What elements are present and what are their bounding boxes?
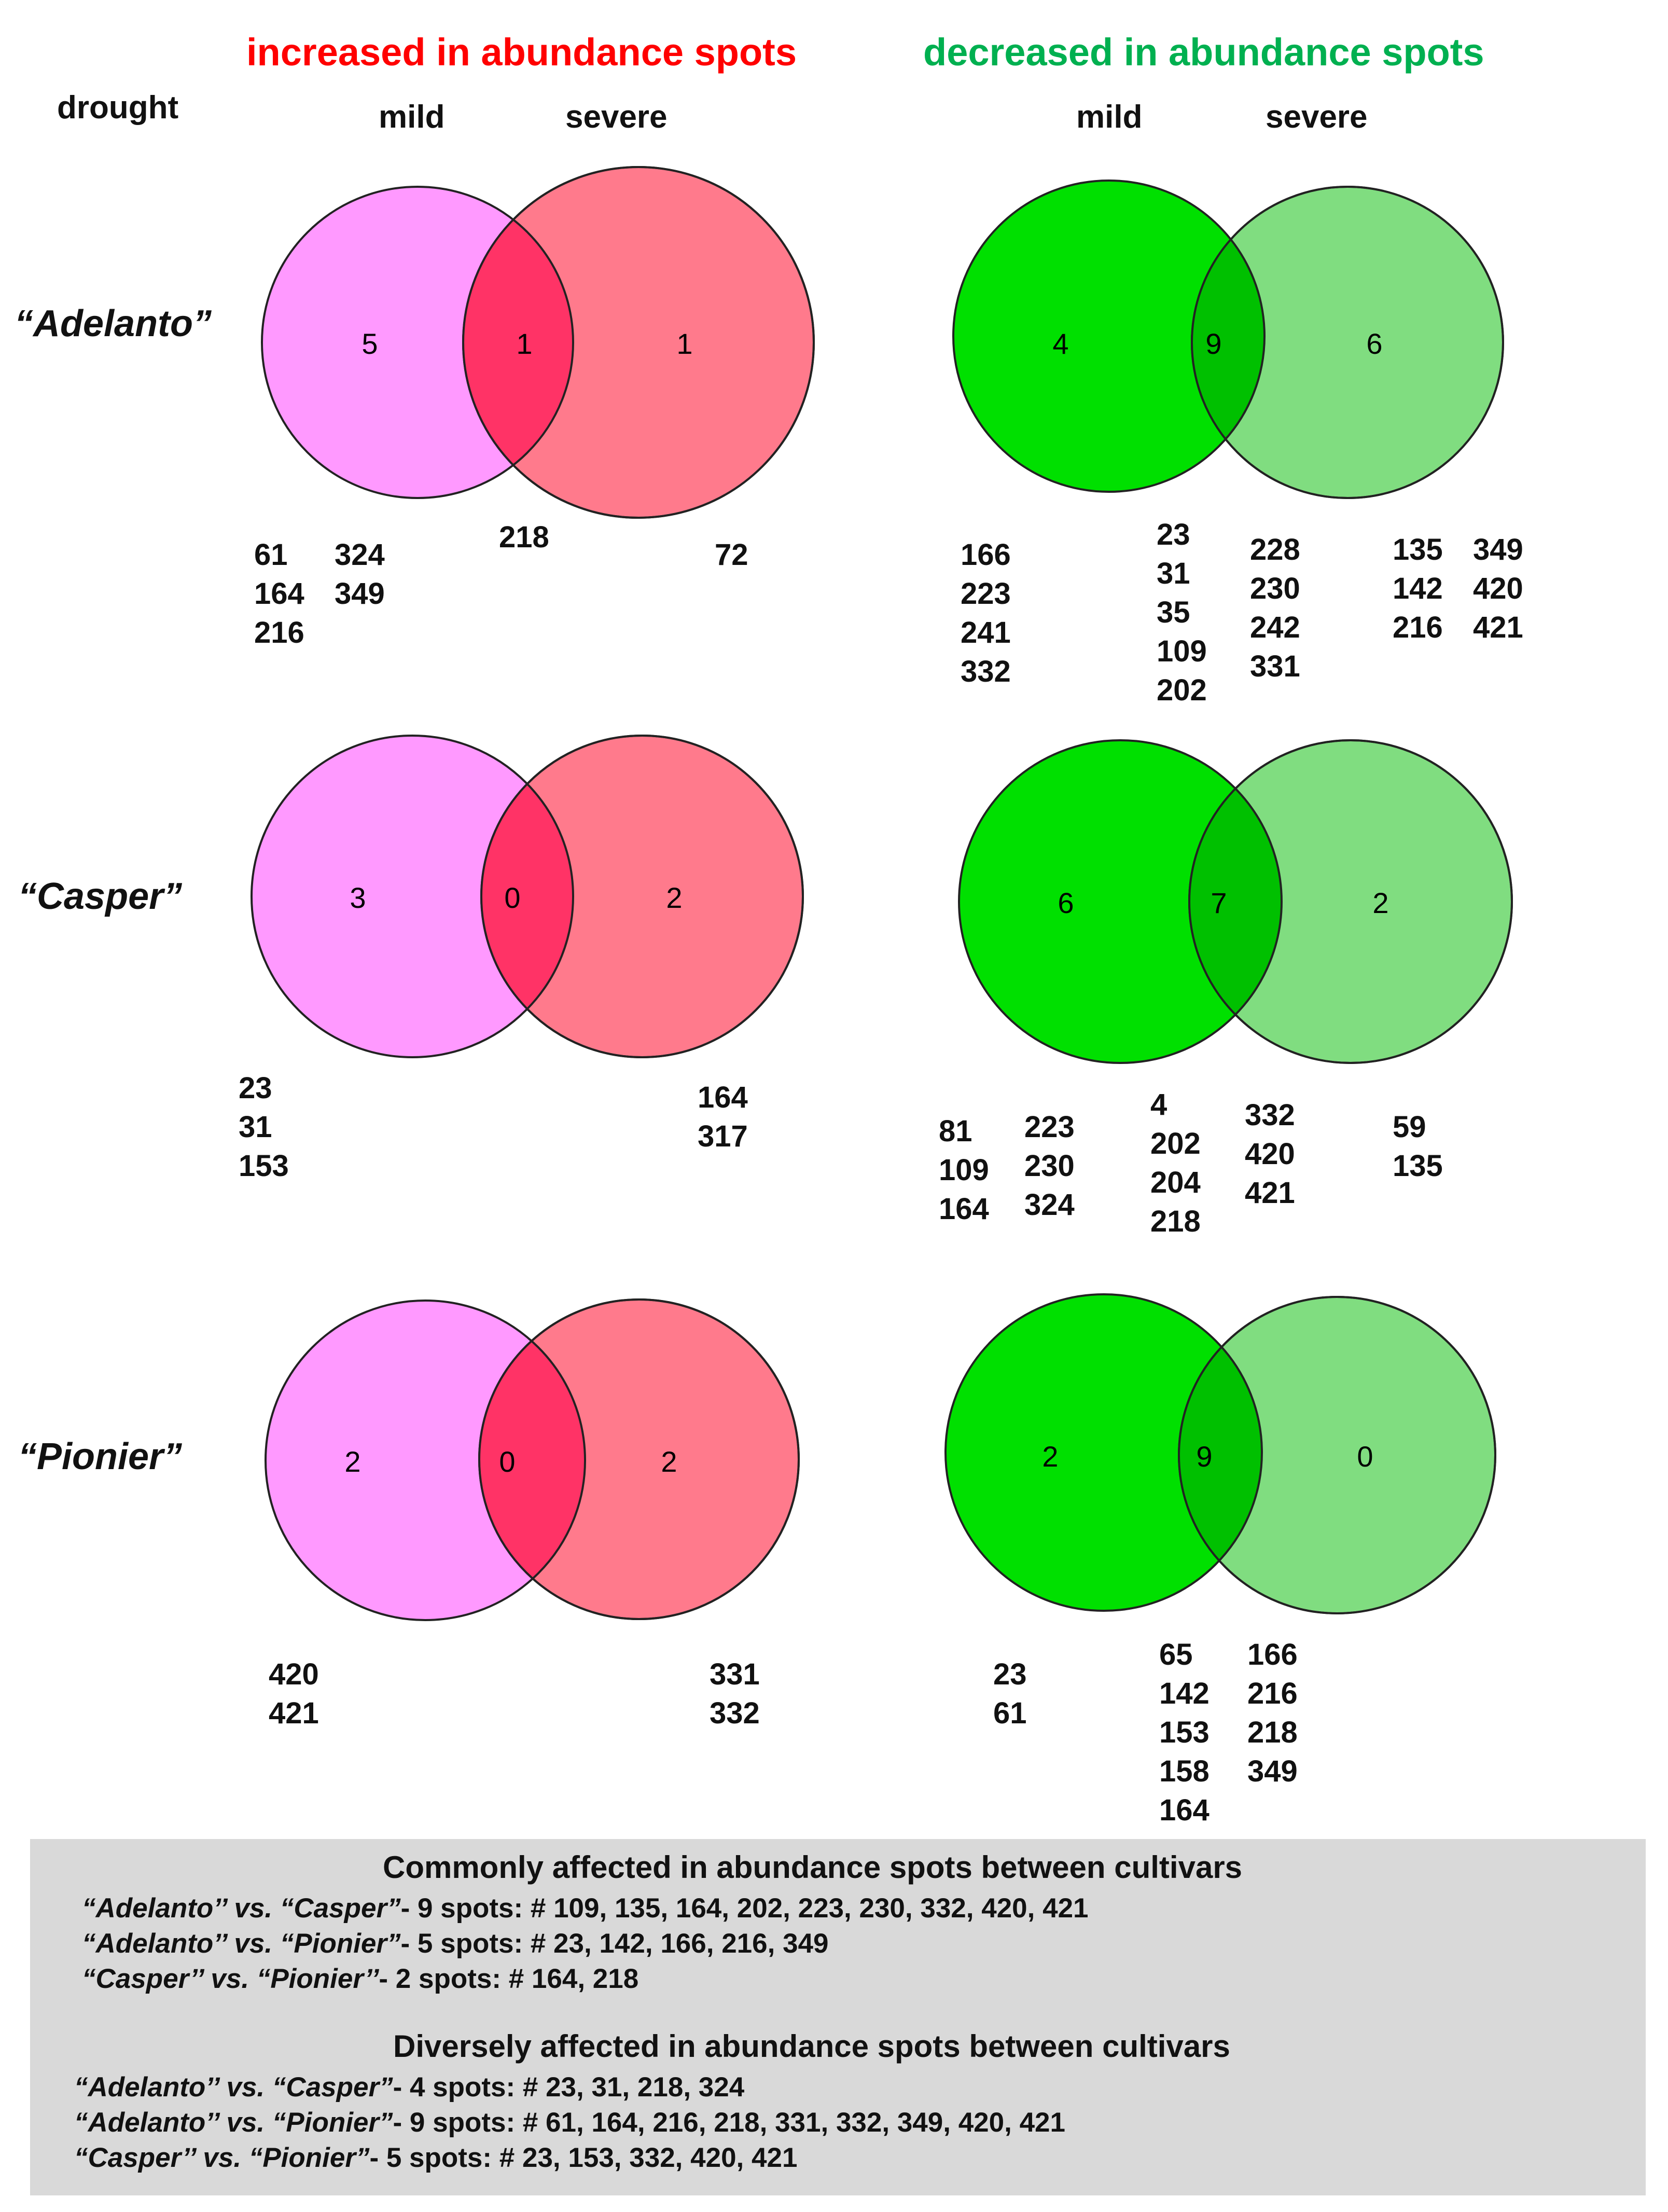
spot-list-adelanto-inc-both: 218: [499, 520, 549, 554]
venn-overlap: [479, 1299, 586, 1619]
common-line: “Casper’’ vs. “Pionier’’- 2 spots: # 164…: [82, 1964, 639, 1994]
diverse-line: “Casper’’ vs. “Pionier”- 5 spots: # 23, …: [74, 2142, 798, 2173]
spot-list-casper-dec-mild-b: 223 230 324: [1024, 1110, 1075, 1222]
count-severe-only: 0: [1357, 1440, 1373, 1473]
spot-list-adelanto-dec-mild: 166 223 241 332: [961, 538, 1011, 688]
common-title: Commonly affected in abundance spots bet…: [383, 1850, 1243, 1885]
mild-label-decreased: mild: [1076, 99, 1143, 135]
common-line: “Adelanto’’ vs. “Pionier”- 5 spots: # 23…: [82, 1928, 829, 1959]
spot-list-adelanto-inc-severe: 72: [715, 538, 748, 572]
venn-adelanto-increased: 5 1 1: [261, 166, 815, 519]
spot-list-casper-inc-severe: 164 317: [698, 1081, 748, 1153]
venn-casper-decreased: 6 7 2: [958, 739, 1513, 1064]
count-mild-only: 2: [1042, 1440, 1058, 1473]
severe-label-increased: severe: [565, 99, 668, 135]
count-severe-only: 2: [1372, 887, 1388, 919]
spot-list-pionier-inc-mild: 420 421: [269, 1657, 319, 1730]
spot-list-pionier-dec-both-a: 65 142 153 158 164: [1159, 1638, 1210, 1827]
diverse-line: “Adelanto’’ vs. “Pionier”- 9 spots: # 61…: [74, 2107, 1066, 2138]
spot-list-casper-dec-both-b: 332 420 421: [1245, 1098, 1295, 1210]
cultivar-pionier-label: “Pionier”: [18, 1436, 183, 1477]
count-overlap: 1: [516, 327, 532, 360]
count-mild-only: 4: [1052, 327, 1068, 360]
diverse-title: Diversely affected in abundance spots be…: [393, 2029, 1230, 2064]
spot-list-adelanto-dec-both-b: 228 230 242 331: [1250, 533, 1300, 683]
count-mild-only: 2: [344, 1445, 360, 1478]
venn-pionier-decreased: 2 9 0: [944, 1293, 1496, 1614]
count-overlap: 7: [1211, 887, 1227, 919]
count-mild-only: 3: [350, 881, 366, 914]
count-overlap: 0: [499, 1445, 515, 1478]
spot-list-pionier-dec-both-b: 166 216 218 349: [1247, 1638, 1298, 1788]
spot-list-adelanto-inc-mild: 61 324 164 349 216: [254, 538, 385, 649]
decreased-header: decreased in abundance spots: [923, 31, 1484, 74]
spot-list-casper-dec-both-a: 4 202 204 218: [1150, 1088, 1201, 1238]
count-severe-only: 2: [666, 881, 682, 914]
spot-list-casper-dec-mild-a: 81 109 164: [939, 1114, 989, 1226]
count-mild-only: 5: [362, 327, 378, 360]
drought-label: drought: [57, 90, 179, 126]
venn-overlap: [463, 186, 574, 499]
venn-diagrams: 5 1 1 4 9 6 3 0 2 6 7 2 2 0: [251, 166, 1513, 1621]
count-overlap: 9: [1205, 327, 1221, 360]
count-severe-only: 1: [676, 327, 692, 360]
diverse-line: “Adelanto’’ vs. “Casper”- 4 spots: # 23,…: [74, 2072, 745, 2103]
count-overlap: 0: [504, 881, 520, 914]
increased-header: increased in abundance spots: [246, 31, 797, 74]
mild-label-increased: mild: [379, 99, 445, 135]
cultivar-adelanto-label: “Adelanto”: [15, 303, 212, 344]
count-mild-only: 6: [1058, 887, 1074, 919]
venn-casper-increased: 3 0 2: [251, 735, 804, 1058]
count-severe-only: 6: [1366, 327, 1382, 360]
severe-label-decreased: severe: [1266, 99, 1368, 135]
count-overlap: 9: [1196, 1440, 1212, 1473]
spot-list-pionier-inc-severe: 331 332: [710, 1657, 760, 1730]
count-severe-only: 2: [661, 1445, 677, 1478]
summary-box: Commonly affected in abundance spots bet…: [30, 1839, 1646, 2195]
venn-adelanto-decreased: 4 9 6: [952, 179, 1504, 499]
common-line: “Adelanto’’ vs. “Casper”- 9 spots: # 109…: [82, 1893, 1089, 1924]
spot-list-pionier-dec-mild: 23 61: [993, 1657, 1027, 1730]
spot-list-casper-dec-severe: 59 135: [1393, 1110, 1443, 1183]
venn-overlap: [1192, 187, 1266, 493]
venn-pionier-increased: 2 0 2: [265, 1298, 800, 1621]
cultivar-casper-label: “Casper”: [18, 876, 183, 917]
spot-list-adelanto-dec-severe: 135 349 142 420 216 421: [1393, 533, 1523, 644]
spot-list-adelanto-dec-both-a: 23 31 35 109 202: [1157, 518, 1207, 707]
spot-list-casper-inc-mild: 23 31 153: [239, 1071, 289, 1183]
